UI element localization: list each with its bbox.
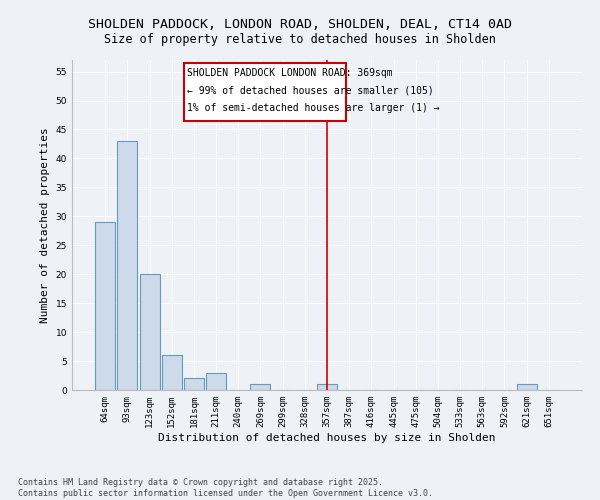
Text: SHOLDEN PADDOCK, LONDON ROAD, SHOLDEN, DEAL, CT14 0AD: SHOLDEN PADDOCK, LONDON ROAD, SHOLDEN, D… xyxy=(88,18,512,30)
Bar xyxy=(118,141,137,390)
Bar xyxy=(95,222,115,390)
Text: 1% of semi-detached houses are larger (1) →: 1% of semi-detached houses are larger (1… xyxy=(187,104,440,114)
Text: SHOLDEN PADDOCK LONDON ROAD: 369sqm: SHOLDEN PADDOCK LONDON ROAD: 369sqm xyxy=(187,68,393,78)
Bar xyxy=(517,384,536,390)
Text: Size of property relative to detached houses in Sholden: Size of property relative to detached ho… xyxy=(104,32,496,46)
Text: Contains HM Land Registry data © Crown copyright and database right 2025.
Contai: Contains HM Land Registry data © Crown c… xyxy=(18,478,433,498)
Bar xyxy=(317,384,337,390)
Bar xyxy=(184,378,204,390)
Y-axis label: Number of detached properties: Number of detached properties xyxy=(40,127,50,323)
Bar xyxy=(206,372,226,390)
X-axis label: Distribution of detached houses by size in Sholden: Distribution of detached houses by size … xyxy=(158,432,496,442)
Bar xyxy=(250,384,271,390)
FancyBboxPatch shape xyxy=(184,63,346,121)
Bar xyxy=(140,274,160,390)
Text: ← 99% of detached houses are smaller (105): ← 99% of detached houses are smaller (10… xyxy=(187,86,434,96)
Bar xyxy=(162,356,182,390)
